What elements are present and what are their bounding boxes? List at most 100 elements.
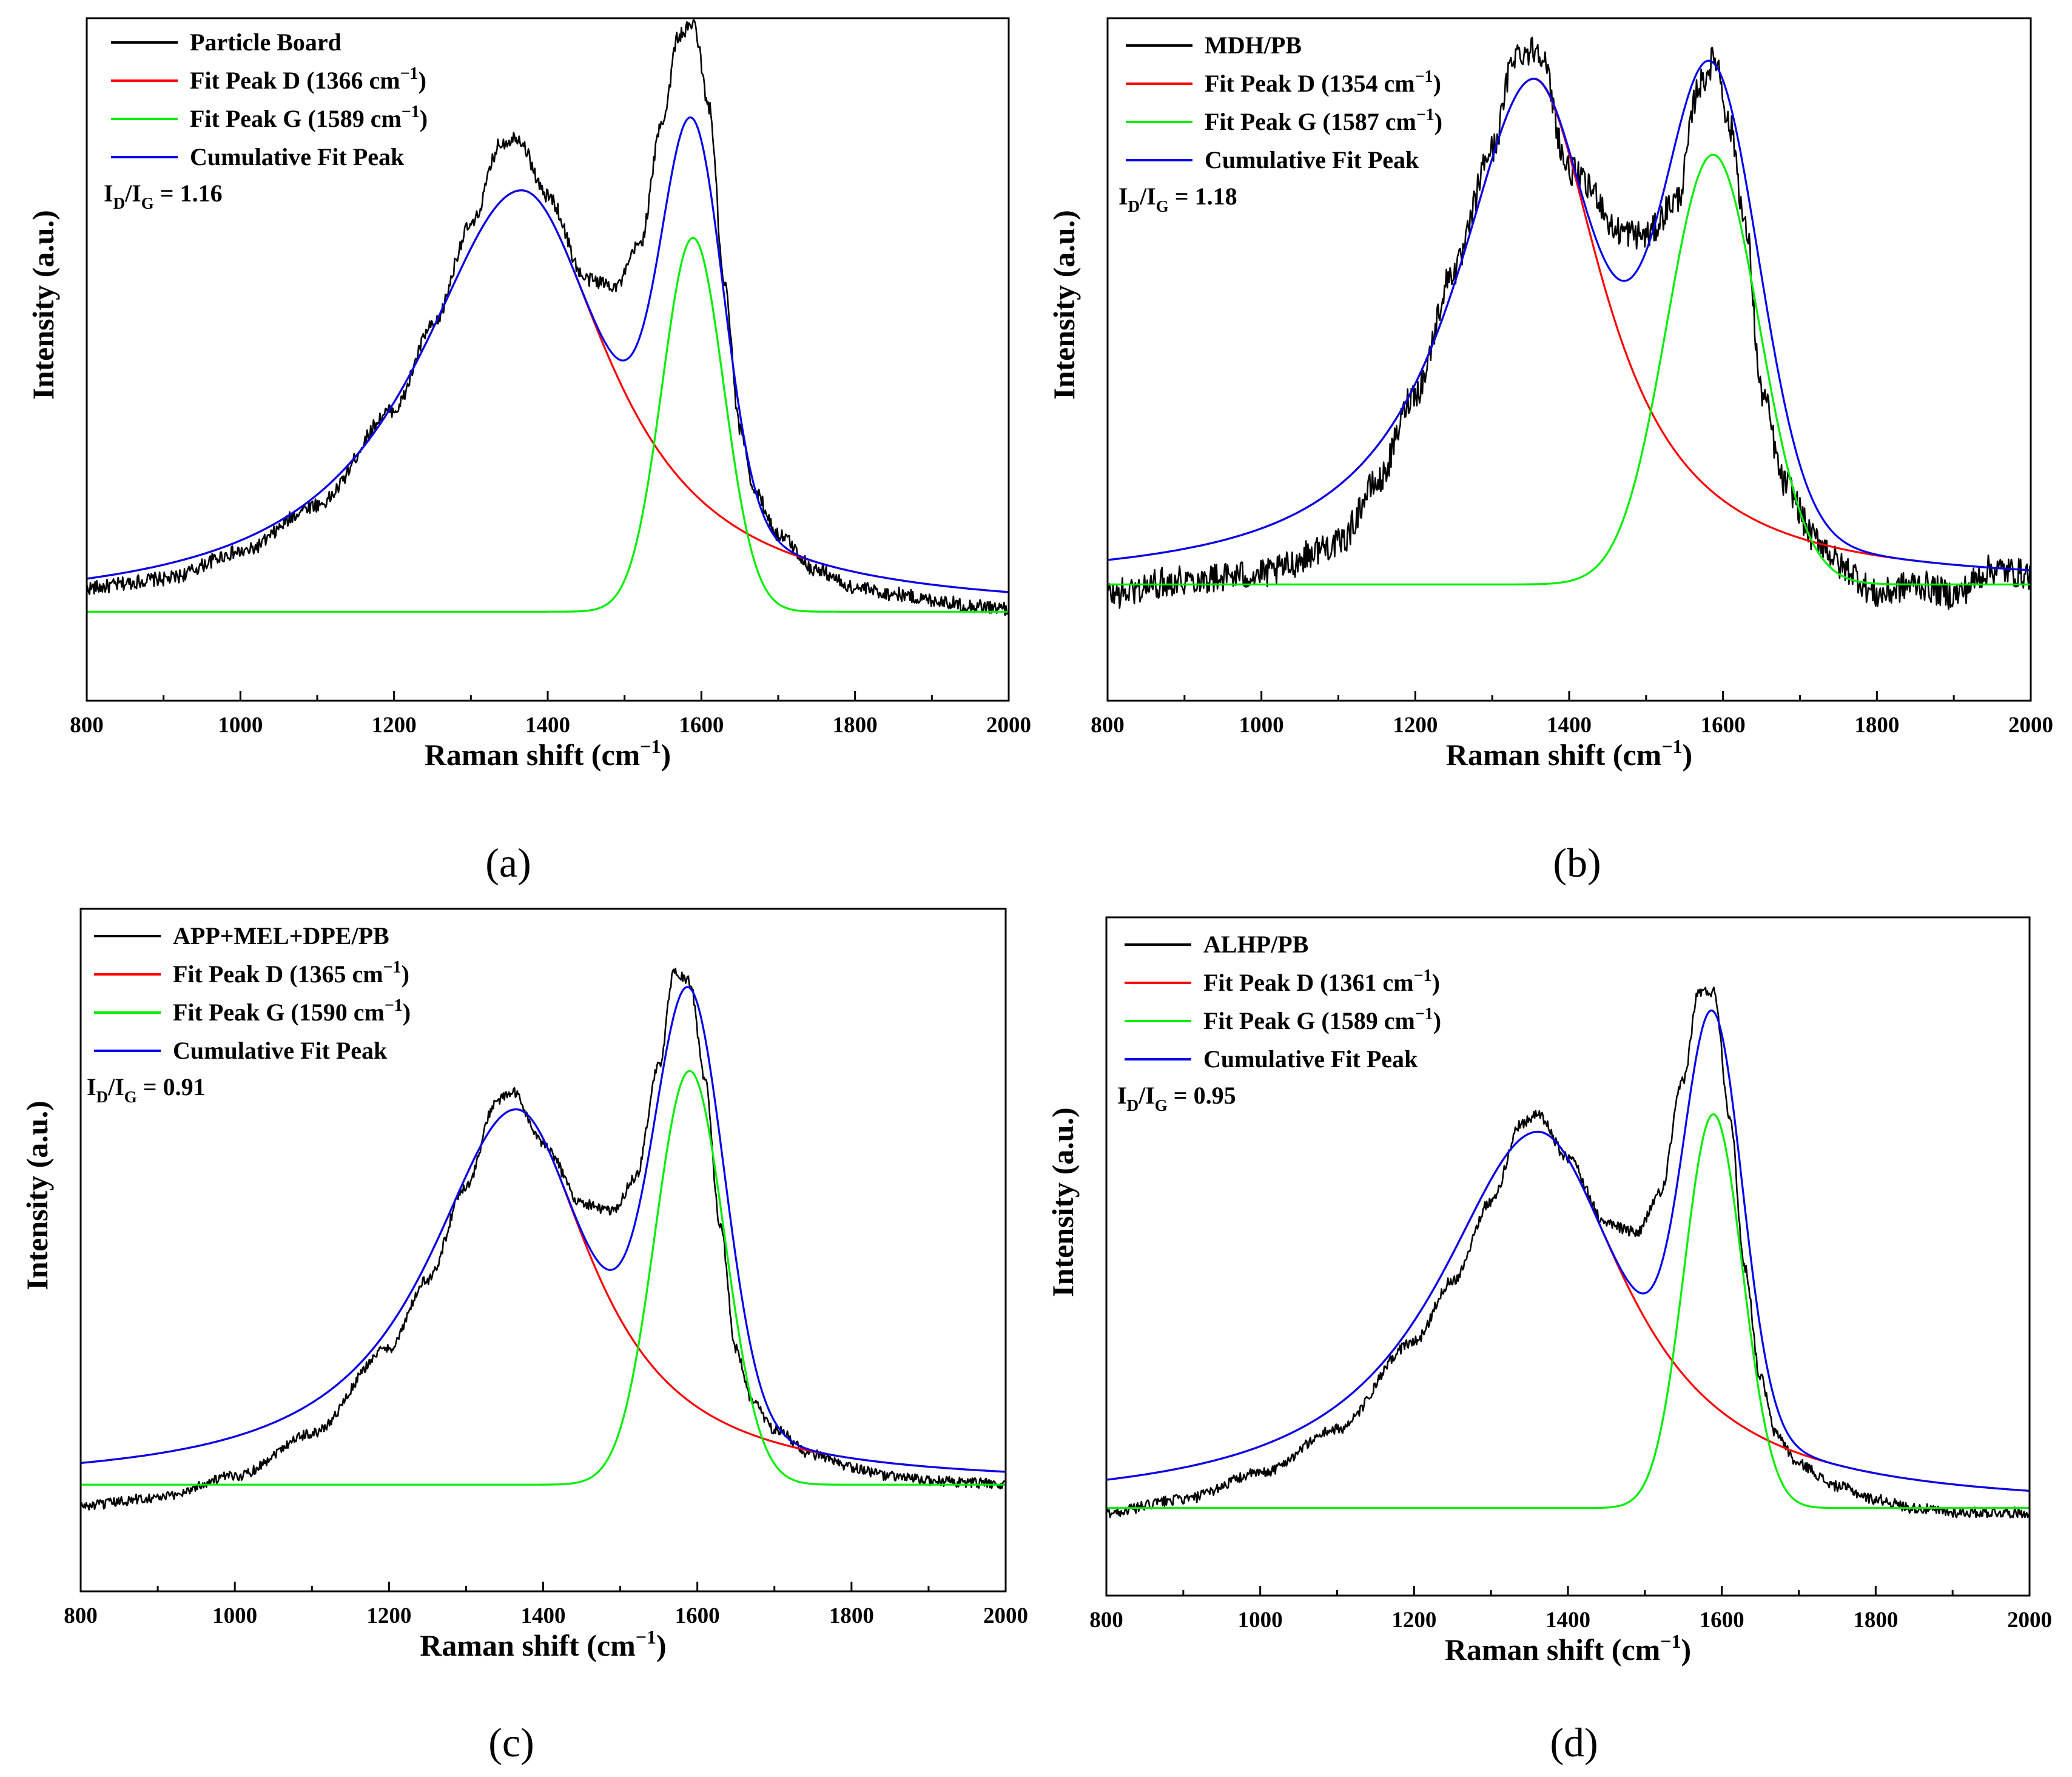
plot-area [87, 19, 1009, 616]
chart-panel-b: 800 1000 1200 1400 1600 1800 2000 Raman shift (… [1047, 17, 2053, 886]
x-tick-label: 800 [70, 713, 104, 738]
x-tick-label: 1400 [1547, 713, 1592, 738]
legend-label-cum: Cumulative Fit Peak [173, 1037, 388, 1064]
fit-peak-g-line [1106, 1113, 2030, 1509]
plot-area [1108, 36, 2031, 610]
legend-label-sup: −1 [1415, 1005, 1433, 1023]
panel-label: (b) [1553, 840, 1601, 886]
legend-label-raw: Particle Board [190, 29, 341, 56]
x-title-close: ) [1683, 738, 1693, 772]
ratio-value: = 0.91 [137, 1073, 206, 1101]
legend-label-sup: −1 [383, 958, 402, 977]
x-tick-label: 2000 [2008, 713, 2053, 738]
cumulative-fit-line [1108, 59, 2031, 572]
legend-label-main: Fit Peak G (1587 cm [1205, 108, 1416, 135]
legend-label-close: ) [1433, 70, 1441, 97]
legend-label-raw: APP+MEL+DPE/PB [173, 922, 389, 949]
ratio-i: I [1117, 1082, 1127, 1109]
raw-spectrum-line [1106, 986, 2030, 1519]
chart-panel-d: 800 1000 1200 1400 1600 1800 2000 Raman shift (… [1046, 916, 2052, 1765]
x-tick-label: 1400 [525, 713, 570, 738]
cumulative-fit-line [81, 986, 1006, 1473]
legend-label-main: MDH/PB [1205, 32, 1302, 59]
ratio-sub-d: D [96, 1088, 109, 1106]
x-tick-label: 2000 [986, 713, 1031, 738]
legend-label-main: Fit Peak D (1354 cm [1205, 70, 1415, 97]
legend-label-g: Fit Peak G (1587 cm−1) [1205, 106, 1442, 135]
x-title-close: ) [1681, 1633, 1692, 1667]
x-tick-label: 800 [1091, 713, 1125, 738]
ratio-sub-d: D [1128, 197, 1140, 215]
raw-spectrum-line [1108, 36, 2031, 610]
legend-label-g: Fit Peak G (1589 cm−1) [1203, 1005, 1441, 1034]
legend-label-main: Fit Peak D (1365 cm [173, 960, 383, 988]
x-tick-label: 1200 [1391, 1608, 1436, 1633]
y-axis-title: Intensity (a.u.) [1046, 1107, 1080, 1297]
ratio-slash: /I [1139, 183, 1156, 210]
legend-label-main: Fit Peak G (1590 cm [173, 999, 385, 1026]
x-title-sup: −1 [1661, 735, 1682, 757]
legend-label-cum: Cumulative Fit Peak [1205, 146, 1419, 174]
x-axis-title: Raman shift (cm−1) [420, 1626, 666, 1662]
fit-peak-g-line [1108, 153, 2031, 585]
legend-label-sup: −1 [402, 103, 420, 121]
x-tick-label: 1600 [1701, 713, 1746, 738]
legend-label-close: ) [420, 105, 428, 132]
fit-peak-d-line [87, 189, 1009, 593]
legend-label-d: Fit Peak D (1361 cm−1) [1203, 966, 1440, 996]
x-tick-label: 1000 [1239, 713, 1284, 738]
id-ig-ratio: ID/IG = 1.18 [1118, 183, 1237, 215]
ratio-slash: /I [124, 180, 141, 207]
fit-peak-g-line [81, 1070, 1006, 1486]
legend-label-main: Cumulative Fit Peak [190, 143, 405, 170]
x-tick-label: 1000 [218, 713, 263, 738]
y-axis-title: Intensity (a.u.) [20, 1101, 54, 1290]
x-tick-label: 2000 [983, 1603, 1028, 1628]
x-tick-label: 1000 [212, 1603, 257, 1628]
ratio-slash: /I [1138, 1082, 1155, 1109]
x-tick-label: 2000 [2007, 1608, 2052, 1633]
legend-label-cum: Cumulative Fit Peak [1203, 1045, 1418, 1073]
legend-label-main: Cumulative Fit Peak [173, 1037, 388, 1064]
legend-label-main: Fit Peak D (1361 cm [1203, 969, 1414, 996]
x-tick-label: 1400 [1546, 1608, 1590, 1633]
ratio-i: I [1118, 183, 1128, 210]
panel-label: (d) [1550, 1719, 1598, 1765]
legend-label-main: Fit Peak D (1366 cm [190, 67, 400, 94]
x-title-sup: −1 [636, 1626, 656, 1648]
x-tick-label: 800 [1089, 1608, 1123, 1633]
cumulative-fit-line [87, 116, 1009, 593]
plot-area [81, 968, 1006, 1511]
legend-label-sup: −1 [1416, 106, 1435, 124]
x-axis-title: Raman shift (cm−1) [425, 735, 671, 772]
x-title-main: Raman shift (cm [1445, 1633, 1661, 1667]
legend-label-main: Cumulative Fit Peak [1203, 1045, 1418, 1073]
legend-label-main: Cumulative Fit Peak [1205, 146, 1419, 174]
x-tick-label: 800 [64, 1603, 98, 1628]
legend-label-sup: −1 [1415, 67, 1433, 86]
x-tick-label: 1000 [1238, 1608, 1283, 1633]
chart-panel-a: 800 1000 1200 1400 1600 1800 2000 Raman shift (… [26, 17, 1031, 886]
ratio-sub-d: D [113, 194, 126, 212]
x-title-sup: −1 [1660, 1630, 1681, 1652]
x-title-close: ) [661, 738, 671, 772]
ratio-sub-g: G [124, 1088, 137, 1106]
fit-peak-d-line [1106, 1130, 2030, 1492]
ratio-i: I [87, 1073, 96, 1101]
x-tick-label: 1200 [1393, 713, 1438, 738]
y-axis-title: Intensity (a.u.) [1047, 210, 1081, 400]
x-tick-label: 1800 [1853, 1608, 1898, 1633]
legend-label-main: Fit Peak G (1589 cm [1203, 1007, 1415, 1034]
x-axis-title: Raman shift (cm−1) [1446, 735, 1692, 772]
legend-label-main: APP+MEL+DPE/PB [173, 922, 389, 949]
legend-label-close: ) [1433, 1007, 1441, 1034]
legend-label-sup: −1 [385, 996, 403, 1015]
ratio-sub-d: D [1127, 1096, 1139, 1114]
x-title-main: Raman shift (cm [425, 738, 641, 772]
x-title-main: Raman shift (cm [420, 1628, 636, 1662]
id-ig-ratio: ID/IG = 1.16 [104, 180, 223, 212]
legend-label-close: ) [1432, 969, 1440, 996]
